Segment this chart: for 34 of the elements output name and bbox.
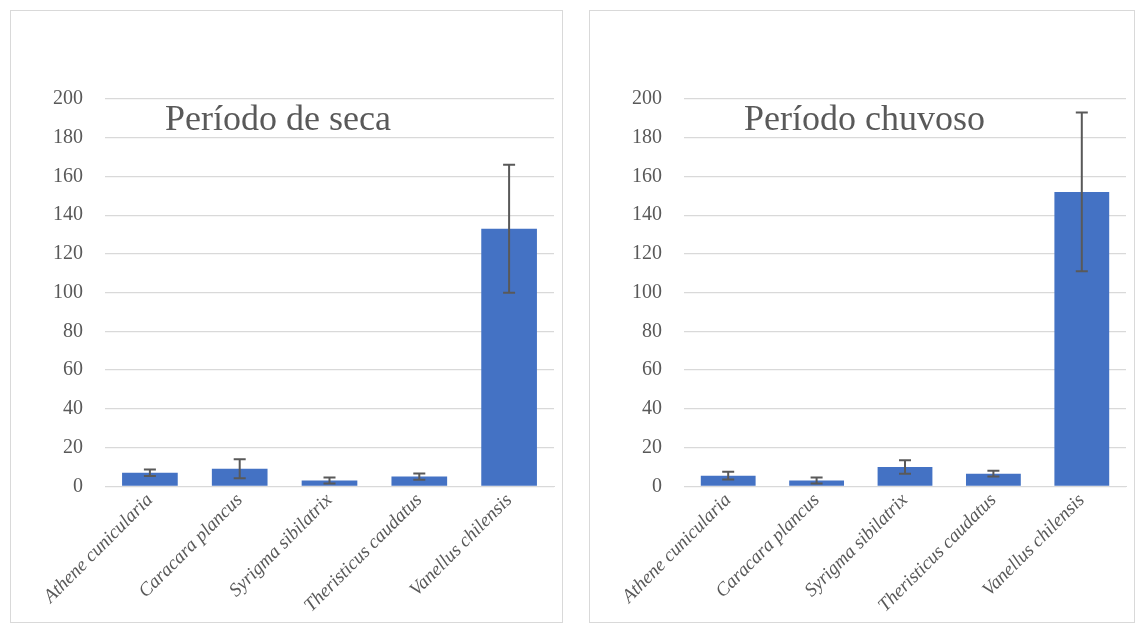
chart-title: Período de seca — [165, 98, 391, 139]
y-tick-label: 60 — [642, 357, 662, 380]
y-tick-label: 20 — [642, 434, 662, 457]
y-tick-label: 60 — [63, 357, 83, 380]
y-tick-label: 120 — [53, 241, 83, 264]
y-tick-label: 40 — [642, 396, 662, 419]
y-tick-label: 120 — [632, 241, 662, 264]
bar — [301, 480, 358, 486]
y-tick-label: 0 — [73, 473, 83, 496]
bar — [481, 228, 537, 486]
y-tick-label: 0 — [652, 473, 662, 496]
bar — [391, 476, 448, 486]
bar — [789, 480, 844, 486]
y-tick-label: 200 — [632, 86, 662, 109]
y-tick-label: 180 — [632, 124, 662, 147]
y-tick-label: 80 — [642, 318, 662, 341]
y-tick-label: 140 — [632, 202, 662, 225]
y-tick-label: 20 — [63, 434, 83, 457]
y-tick-label: 80 — [63, 318, 83, 341]
bar — [1054, 191, 1110, 486]
bar — [700, 475, 756, 486]
bar — [877, 466, 933, 486]
y-tick-label: 180 — [53, 124, 83, 147]
y-tick-label: 100 — [632, 279, 662, 302]
y-tick-label: 40 — [63, 396, 83, 419]
y-tick-label: 140 — [53, 202, 83, 225]
bar — [211, 468, 268, 486]
bar — [966, 473, 1021, 486]
y-tick-label: 200 — [53, 86, 83, 109]
chart-title: Período chuvoso — [744, 98, 985, 139]
y-tick-label: 100 — [53, 279, 83, 302]
bar — [122, 472, 178, 486]
y-tick-label: 160 — [53, 163, 83, 186]
y-tick-label: 160 — [632, 163, 662, 186]
